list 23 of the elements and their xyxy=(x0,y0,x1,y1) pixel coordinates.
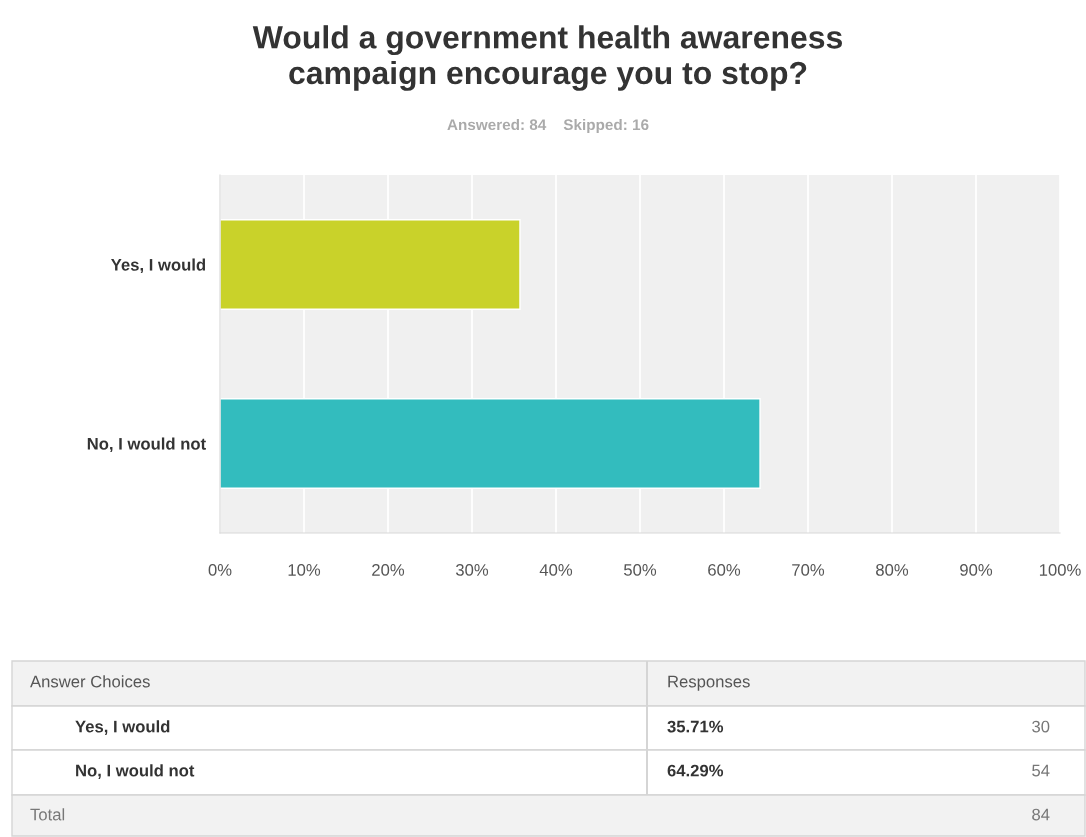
x-tick-label: 100% xyxy=(1039,564,1081,576)
text: 64.29% xyxy=(667,764,724,777)
category-label: No, I would not xyxy=(76,764,195,779)
text: Total xyxy=(30,808,65,821)
text: 30 xyxy=(1032,720,1050,733)
x-tick-label: 40% xyxy=(539,564,573,576)
text: Answer Choices xyxy=(30,675,150,688)
x-tick-label: 0% xyxy=(208,564,232,576)
category-label: Yes, I would xyxy=(75,720,170,735)
text: 35.71% xyxy=(667,720,724,733)
text: 54 xyxy=(1032,764,1050,777)
x-tick-label: 90% xyxy=(960,564,993,576)
x-tick-label: 80% xyxy=(876,564,909,576)
x-tick-label: 20% xyxy=(372,564,405,576)
x-tick-label: 60% xyxy=(708,564,741,576)
text: Responses xyxy=(668,675,750,691)
text: 84 xyxy=(1032,808,1050,821)
x-tick-label: 30% xyxy=(455,564,489,576)
chart-title: Would a government health awareness campaign encourage you to stop? xyxy=(252,25,842,91)
x-tick-label: 70% xyxy=(792,564,825,576)
x-tick-label: 50% xyxy=(623,564,657,576)
x-tick-label: 10% xyxy=(288,564,321,576)
chart-subtitle: Answered: 84 Skipped: 16 xyxy=(447,118,649,134)
